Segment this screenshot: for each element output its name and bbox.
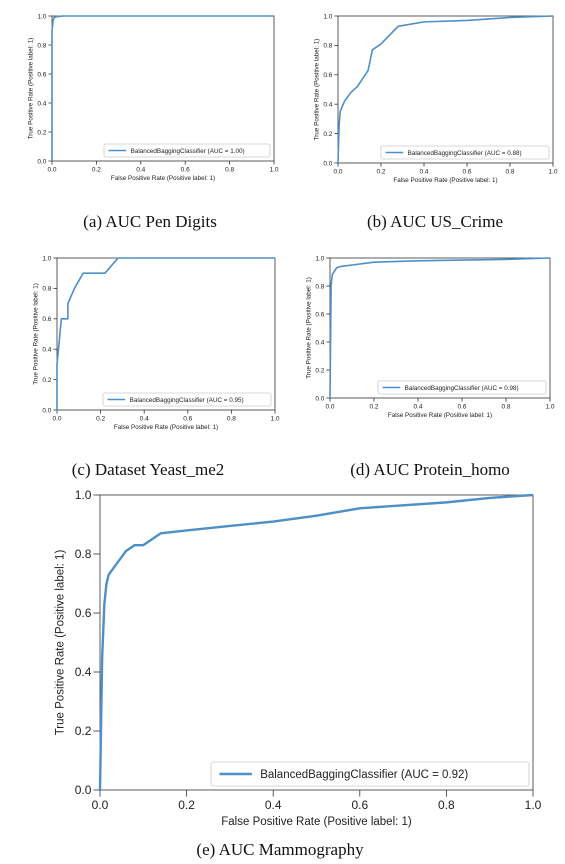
x-tick-label: 0.6 — [462, 168, 471, 175]
y-tick-label: 0.2 — [37, 129, 46, 136]
plot-frame — [51, 15, 275, 162]
legend-label: BalancedBaggingClassifier (AUC = 0.92) — [260, 769, 468, 781]
x-tick-label: 0.8 — [501, 403, 510, 410]
caption-e: (e) AUC Mammography — [196, 840, 364, 859]
y-tick-label: 0.8 — [75, 547, 92, 561]
x-tick-label: 0.4 — [413, 403, 422, 410]
x-tick-label: 0.8 — [225, 166, 234, 173]
x-tick-label: 1.0 — [525, 798, 542, 812]
x-tick-label: 0.8 — [227, 415, 236, 422]
caption-b: (b) AUC US_Crime — [367, 212, 503, 231]
caption-a: (a) AUC Pen Digits — [83, 212, 217, 231]
x-axis-title: False Positive Rate (Positive label: 1) — [221, 816, 412, 828]
x-tick-label: 0.4 — [140, 415, 149, 422]
x-tick-label: 0.2 — [178, 798, 195, 812]
x-tick-label: 0.8 — [438, 798, 455, 812]
y-tick-label: 0.2 — [75, 724, 92, 738]
y-tick-label: 0.2 — [315, 367, 324, 374]
y-tick-label: 0.8 — [42, 286, 51, 293]
legend-box — [210, 761, 530, 787]
x-tick-label: 1.0 — [545, 403, 554, 410]
legend-label: BalancedBaggingClassifier (AUC = 1.00) — [131, 148, 245, 155]
y-tick-label: 0.0 — [37, 158, 46, 165]
x-tick-label: 0.6 — [183, 415, 192, 422]
y-tick-label: 0.4 — [37, 100, 46, 107]
x-tick-label: 0.0 — [47, 166, 56, 173]
x-tick-label: 0.6 — [181, 166, 190, 173]
x-tick-label: 0.4 — [265, 798, 282, 812]
x-tick-label: 0.2 — [369, 403, 378, 410]
x-tick-label: 1.0 — [548, 168, 557, 175]
roc-curve-line — [51, 15, 274, 161]
x-axis-title: False Positive Rate (Positive label: 1) — [393, 177, 497, 184]
caption-d: (d) AUC Protein_homo — [350, 460, 510, 479]
roc-curve-line — [56, 257, 275, 410]
x-axis-title: False Positive Rate (Positive label: 1) — [388, 412, 492, 419]
y-tick-label: 0.0 — [323, 160, 332, 167]
y-tick-label: 1.0 — [75, 488, 92, 502]
x-tick-label: 0.0 — [333, 168, 342, 175]
plot-frame — [56, 257, 276, 411]
y-tick-label: 0.6 — [75, 606, 92, 620]
roc-curve-line — [329, 257, 551, 399]
legend-label: BalancedBaggingClassifier (AUC = 0.95) — [130, 397, 244, 404]
y-tick-label: 0.6 — [315, 311, 324, 318]
legend-box — [377, 380, 547, 395]
x-tick-label: 0.2 — [376, 168, 385, 175]
x-tick-label: 0.0 — [325, 403, 334, 410]
plot-frame — [337, 15, 554, 164]
legend-box — [103, 143, 271, 158]
y-tick-label: 0.0 — [315, 395, 324, 402]
y-tick-label: 1.0 — [315, 255, 324, 262]
caption-c: (c) Dataset Yeast_me2 — [71, 460, 225, 479]
legend-box — [380, 145, 550, 160]
x-tick-label: 0.8 — [505, 168, 514, 175]
legend-label: BalancedBaggingClassifier (AUC = 0.88) — [408, 150, 522, 157]
y-tick-label: 0.4 — [75, 665, 92, 679]
y-tick-label: 0.0 — [42, 407, 51, 414]
y-tick-label: 0.0 — [75, 783, 92, 797]
y-tick-label: 0.2 — [42, 377, 51, 384]
y-tick-label: 0.6 — [323, 72, 332, 79]
x-tick-label: 0.6 — [351, 798, 368, 812]
legend-label: BalancedBaggingClassifier (AUC = 0.98) — [405, 385, 519, 392]
x-tick-label: 0.6 — [457, 403, 466, 410]
y-axis-title: True Positive Rate (Positive label: 1) — [313, 39, 320, 141]
x-tick-label: 0.2 — [92, 166, 101, 173]
x-tick-label: 0.0 — [52, 415, 61, 422]
x-tick-label: 1.0 — [269, 166, 278, 173]
y-tick-label: 0.2 — [323, 131, 332, 138]
x-tick-label: 0.2 — [96, 415, 105, 422]
x-axis-title: False Positive Rate (Positive label: 1) — [111, 175, 215, 182]
y-tick-label: 0.8 — [37, 42, 46, 49]
x-tick-label: 0.0 — [92, 798, 109, 812]
roc-curve-line — [337, 15, 554, 164]
plot-frame — [99, 494, 534, 791]
x-axis-title: False Positive Rate (Positive label: 1) — [114, 424, 218, 431]
y-tick-label: 0.6 — [42, 316, 51, 323]
y-axis-title: True Positive Rate (Positive label: 1) — [27, 38, 34, 140]
roc-curve-line — [98, 493, 534, 791]
y-tick-label: 0.4 — [315, 339, 324, 346]
y-axis-title: True Positive Rate (Positive label: 1) — [55, 550, 67, 736]
y-tick-label: 0.8 — [315, 283, 324, 290]
y-tick-label: 1.0 — [323, 13, 332, 20]
y-axis-title: True Positive Rate (Positive label: 1) — [32, 283, 39, 385]
plot-frame — [329, 257, 551, 399]
y-tick-label: 1.0 — [42, 255, 51, 262]
y-tick-label: 0.6 — [37, 71, 46, 78]
y-tick-label: 0.4 — [42, 346, 51, 353]
x-tick-label: 1.0 — [270, 415, 279, 422]
y-tick-label: 0.4 — [323, 101, 332, 108]
y-axis-title: True Positive Rate (Positive label: 1) — [305, 277, 312, 379]
x-tick-label: 0.4 — [419, 168, 428, 175]
x-tick-label: 0.4 — [136, 166, 145, 173]
legend-box — [102, 392, 272, 407]
y-tick-label: 1.0 — [37, 13, 46, 20]
y-tick-label: 0.8 — [323, 43, 332, 50]
